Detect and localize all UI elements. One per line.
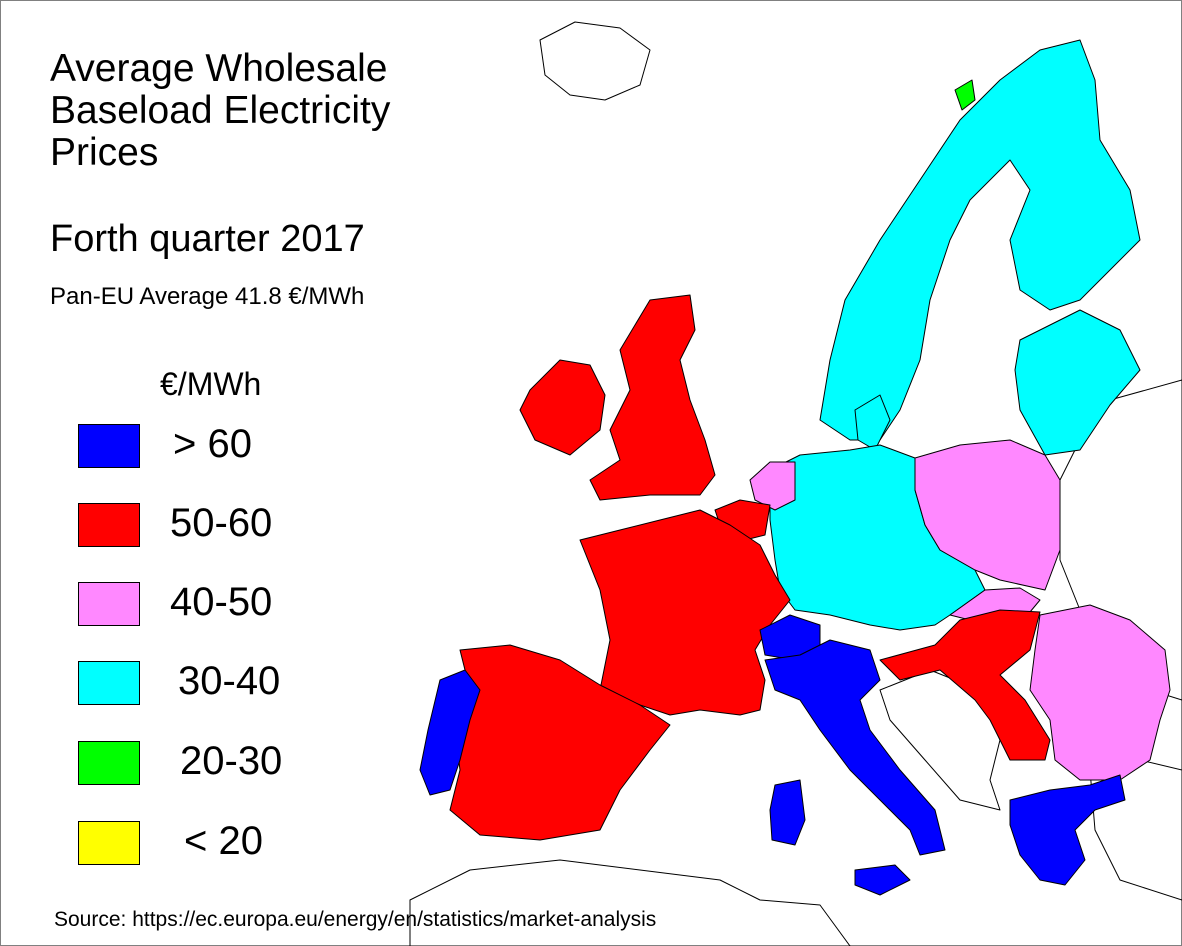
country-portugal — [419, 669, 481, 796]
legend-label: 50-60 — [170, 501, 273, 545]
title-line-1: Average Wholesale — [50, 47, 388, 90]
legend-label: 30-40 — [178, 659, 281, 703]
country-france — [579, 509, 791, 716]
country-italy-sardinia — [769, 779, 806, 846]
legend-swatch — [78, 503, 140, 547]
country-romania-bulgaria — [1029, 604, 1171, 781]
pan-eu-average: Pan-EU Average 41.8 €/MWh — [50, 283, 365, 310]
country-ireland — [519, 359, 606, 456]
country-north-africa — [409, 859, 851, 946]
country-northern-norway-zone — [954, 79, 976, 111]
country-baltics — [1014, 309, 1141, 456]
legend-swatch — [78, 661, 140, 705]
legend-swatch — [78, 582, 140, 626]
map-subtitle: Forth quarter 2017 — [50, 218, 365, 260]
legend-unit: €/MWh — [160, 366, 262, 402]
legend-label: > 60 — [173, 422, 252, 466]
legend-swatch — [78, 821, 140, 865]
legend-label: 20-30 — [180, 739, 283, 783]
legend-swatch — [78, 741, 140, 785]
country-poland — [914, 439, 1061, 591]
country-italy — [764, 639, 946, 856]
map-title: Average Wholesale Baseload Electricity P… — [50, 48, 390, 174]
country-denmark — [854, 394, 891, 451]
country-greece — [1009, 774, 1126, 886]
legend-swatch — [78, 424, 140, 468]
source-citation: Source: https://ec.europa.eu/energy/en/s… — [54, 908, 657, 931]
country-norway-sweden-finland — [819, 39, 1141, 441]
legend-label: < 20 — [184, 819, 263, 863]
legend-label: 40-50 — [170, 580, 273, 624]
country-italy-sicily — [854, 864, 911, 896]
country-united-kingdom — [589, 294, 716, 501]
country-hungary-slovenia-serbia — [879, 609, 1051, 761]
title-line-2: Baseload Electricity — [50, 89, 391, 132]
country-iceland — [539, 21, 651, 101]
title-line-3: Prices — [50, 131, 159, 174]
country-netherlands — [749, 461, 796, 511]
